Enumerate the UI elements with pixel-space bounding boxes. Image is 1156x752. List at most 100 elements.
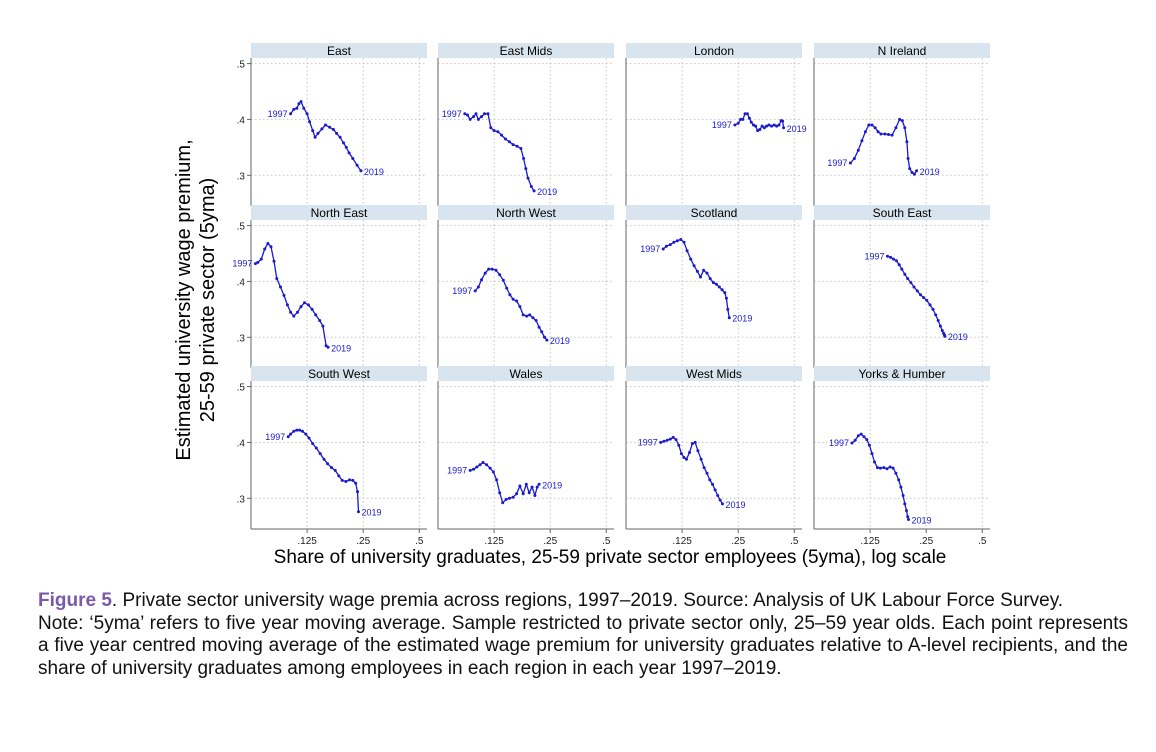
data-point <box>690 442 694 446</box>
data-point <box>286 435 290 439</box>
data-point <box>925 298 929 302</box>
data-point <box>897 263 901 267</box>
data-point <box>743 112 747 116</box>
data-point <box>521 313 525 317</box>
data-point <box>310 307 314 311</box>
data-point <box>736 121 740 125</box>
data-point <box>292 429 296 433</box>
x-tick-label: .25 <box>919 536 933 547</box>
data-point <box>708 478 712 482</box>
panel-title: N Ireland <box>878 44 927 58</box>
data-point <box>726 307 730 311</box>
panel-3: N Ireland 1997 2019 <box>813 43 990 206</box>
data-point <box>943 334 947 338</box>
data-point <box>702 268 706 272</box>
data-point <box>758 128 762 131</box>
panel-9: Wales .125 .25 .5 1997 2019 <box>437 366 614 547</box>
data-point <box>297 102 301 106</box>
y-tick-label: .4 <box>237 277 246 288</box>
data-point <box>529 185 533 188</box>
data-point <box>905 140 909 144</box>
plot-area <box>814 220 990 368</box>
data-point <box>675 239 679 243</box>
end-year-label: 2019 <box>732 314 752 324</box>
data-point <box>892 257 895 261</box>
data-point <box>876 130 880 134</box>
data-point <box>723 291 727 295</box>
data-point <box>488 466 492 470</box>
data-point <box>480 278 483 282</box>
data-point <box>521 492 525 496</box>
data-point <box>333 468 337 472</box>
data-point <box>702 466 706 470</box>
data-point <box>886 254 889 258</box>
data-point <box>321 324 325 328</box>
data-point <box>335 131 339 135</box>
data-point <box>733 123 737 127</box>
data-point <box>314 313 318 317</box>
data-point <box>894 471 898 475</box>
data-point <box>498 273 502 277</box>
data-point <box>318 452 322 456</box>
data-point <box>292 107 296 111</box>
data-point <box>891 466 895 470</box>
plot-area <box>251 381 427 529</box>
data-point <box>873 126 877 130</box>
data-point <box>289 310 293 314</box>
data-point <box>263 247 267 251</box>
data-point <box>533 494 537 497</box>
data-point <box>285 303 289 307</box>
data-point <box>749 120 753 124</box>
data-point <box>899 485 903 489</box>
x-tick-label: .125 <box>297 536 317 547</box>
data-point <box>692 264 696 268</box>
data-point <box>853 438 857 442</box>
start-year-label: 1997 <box>829 438 849 448</box>
start-year-label: 1997 <box>268 109 288 119</box>
data-point <box>490 267 494 271</box>
data-point <box>883 132 887 136</box>
data-point <box>357 510 360 514</box>
data-point <box>504 497 508 501</box>
data-point <box>463 112 467 116</box>
data-point <box>318 319 322 322</box>
data-point <box>307 436 311 440</box>
data-point <box>472 115 476 119</box>
data-point <box>355 163 359 167</box>
data-point <box>878 466 882 470</box>
plot-area <box>251 220 427 368</box>
data-point <box>543 335 546 339</box>
start-year-label: 1997 <box>265 432 285 442</box>
data-point <box>515 144 519 148</box>
data-point <box>867 443 871 447</box>
panel-0: East .3 .4 .5 1997 2019 <box>237 43 427 206</box>
y-tick-label: .5 <box>237 222 246 233</box>
data-point <box>481 461 485 464</box>
data-point <box>354 481 358 485</box>
panel-title: North West <box>496 206 556 220</box>
start-year-label: 1997 <box>864 251 884 261</box>
data-point <box>348 478 351 482</box>
data-point <box>326 345 330 349</box>
data-point <box>359 169 363 173</box>
data-point <box>303 301 306 305</box>
data-point <box>870 123 874 127</box>
data-point <box>501 501 505 505</box>
data-point <box>526 176 530 180</box>
data-point <box>900 267 904 271</box>
data-point <box>302 106 306 110</box>
data-point <box>483 271 487 275</box>
data-point <box>518 484 522 488</box>
data-point <box>665 438 669 442</box>
x-tick-label: .25 <box>356 536 370 547</box>
data-point <box>530 485 534 489</box>
data-point <box>894 126 898 130</box>
panel-8: South West .3 .4 .5 .125 .25 .5 1997 2019 <box>237 366 427 547</box>
data-point <box>903 272 907 276</box>
panel-title: South East <box>873 206 932 220</box>
data-point <box>299 305 303 309</box>
data-point <box>498 491 502 495</box>
data-point <box>661 247 665 251</box>
